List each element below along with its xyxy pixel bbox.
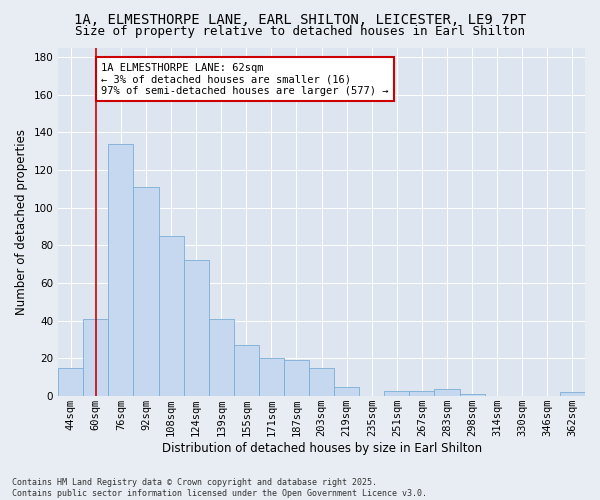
Bar (234, 346, 259, 396)
Bar (309, 368, 334, 396)
Bar (158, 236, 184, 396)
Bar (259, 358, 284, 396)
Bar (560, 392, 585, 396)
Bar (83, 319, 109, 396)
Bar (284, 360, 309, 396)
Bar (209, 319, 234, 396)
Bar (434, 388, 460, 396)
Text: Contains HM Land Registry data © Crown copyright and database right 2025.
Contai: Contains HM Land Registry data © Crown c… (12, 478, 427, 498)
Bar (385, 390, 409, 396)
Bar (460, 394, 485, 396)
Text: 1A, ELMESTHORPE LANE, EARL SHILTON, LEICESTER, LE9 7PT: 1A, ELMESTHORPE LANE, EARL SHILTON, LEIC… (74, 12, 526, 26)
Bar (133, 187, 158, 396)
Bar (334, 386, 359, 396)
Bar (109, 144, 133, 396)
Bar (184, 260, 209, 396)
Y-axis label: Number of detached properties: Number of detached properties (15, 129, 28, 315)
Bar (58, 368, 83, 396)
X-axis label: Distribution of detached houses by size in Earl Shilton: Distribution of detached houses by size … (161, 442, 482, 455)
Bar (409, 390, 434, 396)
Text: Size of property relative to detached houses in Earl Shilton: Size of property relative to detached ho… (75, 25, 525, 38)
Text: 1A ELMESTHORPE LANE: 62sqm
← 3% of detached houses are smaller (16)
97% of semi-: 1A ELMESTHORPE LANE: 62sqm ← 3% of detac… (101, 62, 388, 96)
